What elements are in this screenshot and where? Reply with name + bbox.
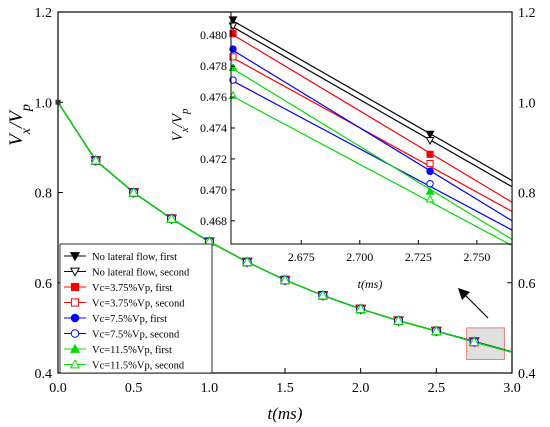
inset-series-line: [230, 67, 513, 240]
series-point: [90, 154, 102, 165]
y-tick-label: 1.2: [35, 6, 53, 21]
x-tick-label: 1.5: [276, 381, 294, 396]
legend-marker: [69, 267, 81, 277]
legend-label: Vc=7.5%Vp, first: [92, 314, 167, 325]
inset-y-tick-label: 0.468: [200, 214, 227, 228]
y-tick-label: 0.6: [35, 277, 53, 292]
legend-box: [59, 243, 213, 374]
legend-items: No lateral flow, first No lateral flow, s…: [64, 252, 190, 372]
legend-label: No lateral flow, first: [92, 252, 177, 263]
series-point: [279, 274, 291, 285]
legend-label: Vc=11.5%Vp, second: [92, 361, 185, 372]
series-point: [128, 186, 140, 197]
inset-series-line: [230, 19, 513, 182]
inset-y-tick-label: 0.478: [200, 59, 227, 73]
legend-label: Vc=7.5%Vp, second: [92, 330, 180, 341]
inset-series-point: [425, 194, 435, 203]
main-x-axis-label: t(ms): [268, 404, 303, 423]
legend-marker: [70, 282, 80, 292]
inset-series-lines: [230, 19, 513, 247]
legend-marker: [70, 313, 80, 323]
inset-series-point: [229, 30, 237, 38]
inset-y-axis-label: Vx/Vp: [170, 108, 191, 141]
main-x-ticks: 0.0 0.5 1.0 1.5 2.0 2.5 3.0: [49, 368, 521, 396]
inset-plot: 2.675 2.700 2.725 2.750 0.468 0.470 0.472 0.47…: [170, 11, 513, 291]
y-tick-label: 1.0: [35, 96, 53, 111]
inset-x-tick-label: 2.750: [463, 250, 490, 264]
series-point: [317, 289, 329, 300]
main-plot: 0.0 0.5 1.0 1.5 2.0 2.5 3.0 0.4 0.6 0.8 1.0 1.2 0.…: [6, 6, 536, 423]
legend-marker: [69, 343, 81, 353]
right-y-tick-label: 0.4: [518, 367, 536, 382]
series-point: [355, 303, 367, 314]
inset-y-tick-label: 0.472: [200, 152, 227, 166]
inset-background: [231, 12, 512, 244]
inset-series-point: [426, 160, 434, 168]
right-y-tick-label: 0.6: [518, 277, 536, 292]
inset-series-point: [425, 130, 435, 139]
inset-y-ticks: 0.468 0.470 0.472 0.474 0.476 0.478 0.480: [200, 28, 235, 228]
inset-series-point: [426, 150, 434, 158]
right-y-tick-label: 0.8: [518, 187, 536, 202]
x-tick-label: 1.0: [201, 381, 219, 396]
legend-marker: [69, 252, 81, 262]
y-tick-label: 0.8: [35, 187, 53, 202]
legend-marker: [70, 298, 80, 307]
inset-y-tick-label: 0.480: [200, 28, 227, 42]
legend-marker: [69, 359, 81, 369]
inset-series-line: [230, 79, 513, 231]
legend: No lateral flow, first No lateral flow, s…: [59, 243, 213, 374]
series-point: [241, 256, 253, 267]
series-point: [430, 325, 442, 336]
legend-label: No lateral flow, second: [92, 268, 190, 279]
legend-label: Vc=11.5%Vp, first: [92, 345, 172, 356]
main-y-ticks: 0.4 0.6 0.8 1.0 1.2: [35, 6, 63, 382]
inset-series-line: [230, 25, 513, 188]
inset-x-ticks: 2.675 2.700 2.725 2.750: [288, 240, 490, 264]
legend-label: Vc=3.75%Vp, second: [92, 299, 185, 310]
right-y-tick-label: 1.2: [518, 6, 536, 21]
inset-y-tick-label: 0.474: [200, 121, 227, 135]
main-y-axis-label: Vx/Vp: [6, 104, 34, 146]
series-point: [468, 336, 480, 346]
inset-series-point: [426, 167, 434, 176]
inset-series-point: [425, 186, 435, 195]
y-tick-label: 0.4: [35, 367, 53, 382]
legend-marker: [70, 329, 80, 338]
inset-series-line: [230, 33, 513, 203]
inset-series-point: [425, 136, 435, 146]
inset-series-point: [426, 179, 434, 188]
inset-x-axis-label: t(ms): [358, 277, 383, 291]
zoom-arrow: [458, 288, 489, 319]
inset-x-tick-label: 2.675: [288, 250, 315, 264]
inset-series-line: [230, 56, 513, 213]
inset-series-line: [230, 94, 513, 247]
x-tick-label: 0.5: [125, 381, 143, 396]
main-series-markers: [55, 99, 480, 347]
series-point: [393, 315, 404, 325]
legend-label: Vc=3.75%Vp, first: [92, 283, 172, 294]
inset-series-line: [230, 48, 513, 222]
x-tick-label: 0.0: [49, 381, 67, 396]
x-tick-label: 2.0: [352, 381, 370, 396]
inset-y-tick-label: 0.476: [200, 90, 227, 104]
x-tick-label: 2.5: [428, 381, 446, 396]
series-point: [166, 213, 177, 223]
series-point: [55, 99, 61, 105]
inset-x-tick-label: 2.725: [405, 250, 432, 264]
right-y-tick-label: 1.0: [518, 96, 536, 111]
x-tick-label: 3.0: [503, 381, 521, 396]
inset-x-tick-label: 2.700: [346, 250, 373, 264]
inset-series-point: [229, 53, 237, 61]
inset-y-tick-label: 0.470: [200, 183, 227, 197]
